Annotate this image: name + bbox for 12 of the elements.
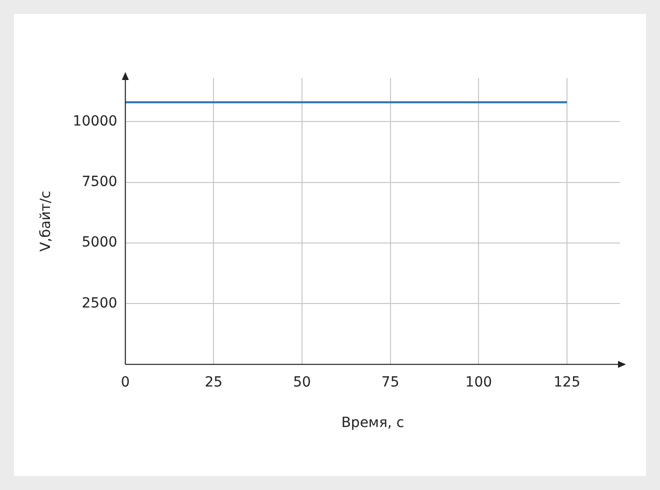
x-axis-title: Время, с — [341, 415, 404, 432]
y-tick-label: 7500 — [82, 174, 118, 190]
y-tick-label: 10000 — [72, 113, 118, 130]
x-tick-label: 25 — [204, 374, 223, 390]
x-tick-label: 100 — [465, 374, 492, 390]
y-tick-label: 2500 — [82, 295, 118, 312]
y-axis-title: V,байт/с — [38, 190, 54, 252]
x-tick-label: 75 — [381, 374, 400, 390]
x-tick-label: 0 — [120, 374, 130, 390]
x-tick-label: 125 — [554, 374, 580, 390]
y-tick-label: 5000 — [82, 234, 118, 251]
x-tick-label: 50 — [293, 374, 311, 390]
